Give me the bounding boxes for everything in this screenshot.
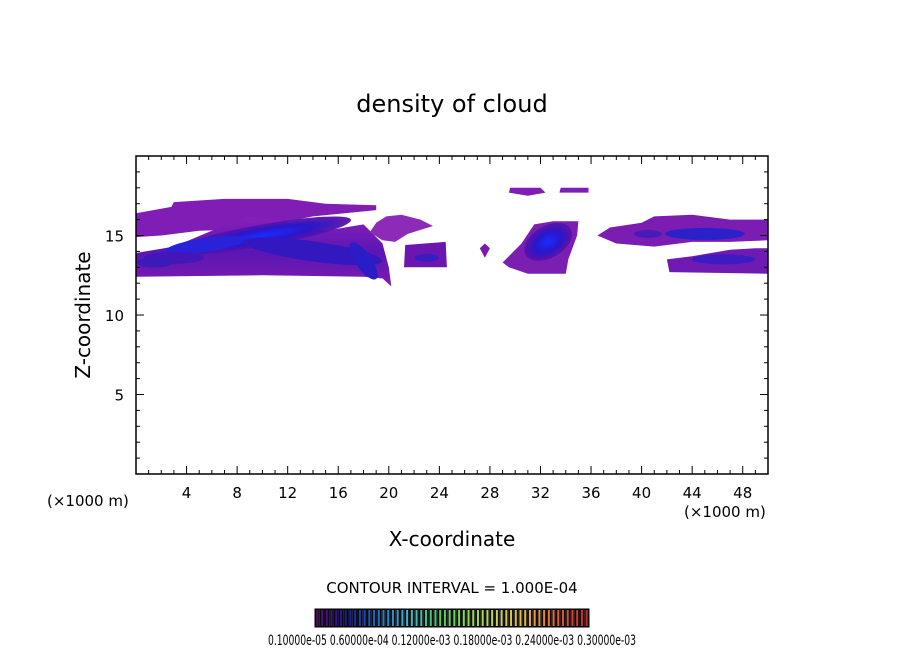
x-tick-label: 40: [632, 484, 651, 502]
x-tick-label: 16: [329, 484, 348, 502]
x-unit-left: (×1000 m): [47, 492, 129, 510]
x-tick-label: 28: [480, 484, 499, 502]
y-tick-label: 5: [114, 387, 124, 405]
colorbar-frame: [314, 608, 590, 628]
x-tick-label: 32: [531, 484, 550, 502]
colorbar: [314, 608, 590, 628]
y-axis-label: Z-coordinate: [71, 251, 95, 378]
x-tick-label: 48: [733, 484, 752, 502]
cloud-core: [691, 254, 756, 265]
cloud-region: [508, 187, 546, 196]
y-tick-label: 10: [105, 307, 124, 325]
cloud-core: [414, 253, 439, 262]
y-tick-label: 15: [105, 228, 124, 246]
x-axis-label: X-coordinate: [389, 527, 516, 551]
cloud-core: [524, 222, 572, 261]
colorbar-labels: 0.10000e-05 0.60000e-04 0.12000e-03 0.18…: [268, 633, 636, 649]
x-tick-label: 44: [683, 484, 702, 502]
cloud-field: [136, 187, 768, 287]
cloud-region: [479, 243, 490, 258]
contour-interval: CONTOUR INTERVAL = 1.000E-04: [326, 579, 577, 597]
cloud-core: [243, 237, 383, 266]
cloud-core: [349, 242, 378, 280]
cloud-core: [664, 227, 745, 240]
cloud-region: [559, 187, 589, 193]
x-tick-label: 8: [232, 484, 242, 502]
x-tick-label: 36: [581, 484, 600, 502]
x-tick-label: 4: [182, 484, 192, 502]
x-unit-right: (×1000 m): [684, 503, 766, 521]
cloud-core: [165, 236, 246, 254]
chart-title: density of cloud: [356, 90, 547, 118]
cloud-core: [633, 229, 662, 238]
cloud-region: [369, 214, 433, 242]
x-tick-label: 12: [278, 484, 297, 502]
cloud-core: [136, 257, 173, 268]
x-tick-label: 20: [379, 484, 398, 502]
x-tick-label: 24: [430, 484, 449, 502]
